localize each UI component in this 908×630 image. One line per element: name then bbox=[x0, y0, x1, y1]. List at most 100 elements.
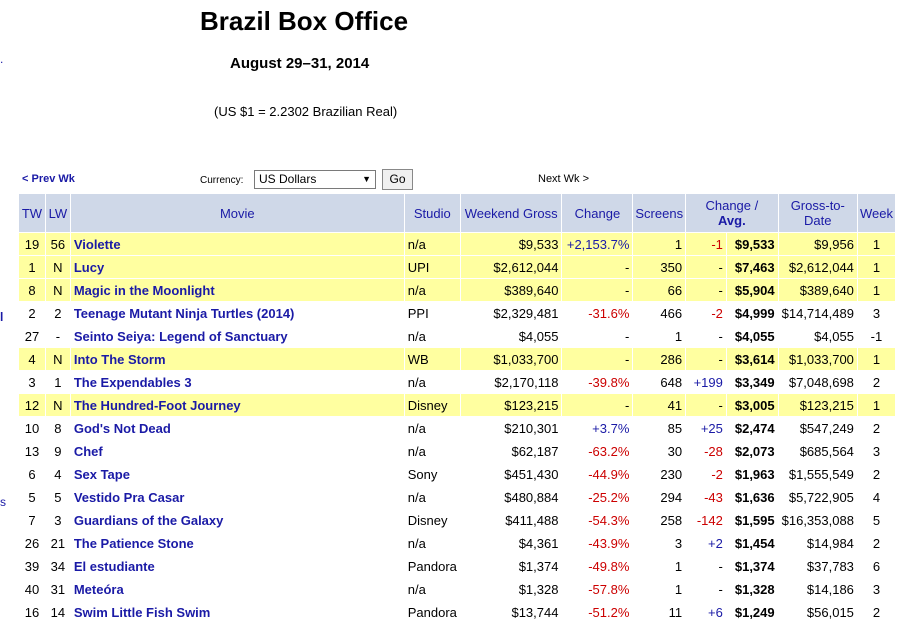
table-row: 39 34 El estudiante Pandora $1,374 -49.8% 1- $1… bbox=[18, 554, 897, 578]
page-dates: August 29–31, 2014 bbox=[230, 55, 370, 72]
header-gross-to-date[interactable]: Gross-to-Date bbox=[777, 193, 858, 233]
header-screens[interactable]: Screens bbox=[632, 193, 687, 233]
cell-gross-to-date: $14,984 bbox=[777, 531, 858, 555]
table-row: 6 4 Sex Tape Sony $451,430 -44.9% 230 -2 $1,963 $… bbox=[18, 462, 897, 486]
movie-link[interactable]: Swim Little Fish Swim bbox=[69, 600, 405, 624]
cell-screen-change: +199 bbox=[685, 370, 727, 394]
movie-link[interactable]: Lucy bbox=[69, 255, 405, 279]
edge-mark-1: . bbox=[0, 52, 4, 66]
table-row: 8 N Magic in the Moonlight n/a $389,640-66- $… bbox=[18, 278, 897, 302]
cell-screen-change: - bbox=[685, 347, 727, 371]
header-studio[interactable]: Studio bbox=[403, 193, 461, 233]
table-row: 10 8 God's Not Dead n/a $210,301 +3.7% 85 +25 $2… bbox=[18, 416, 897, 440]
table-row: 16 14 Swim Little Fish Swim Pandora $13,744-… bbox=[18, 600, 897, 624]
header-tw[interactable]: TW bbox=[18, 193, 46, 233]
cell-weekend-gross: $4,361 bbox=[459, 531, 563, 555]
cell-change: -44.9% bbox=[561, 462, 634, 486]
cell-screens: 648 bbox=[632, 370, 687, 394]
cell-change: - bbox=[561, 255, 634, 279]
movie-link[interactable]: Into The Storm bbox=[69, 347, 405, 371]
cell-lw: 1 bbox=[44, 370, 71, 394]
next-week-link[interactable]: Next Wk > bbox=[538, 173, 590, 185]
table-row: 7 3 Guardians of the Galaxy Disney $411,488-… bbox=[18, 508, 897, 532]
cell-week: 3 bbox=[856, 577, 897, 601]
movie-link[interactable]: Magic in the Moonlight bbox=[69, 278, 405, 302]
cell-lw: - bbox=[44, 324, 71, 348]
edge-mark-3: s bbox=[0, 495, 6, 509]
cell-avg: $1,328 bbox=[725, 577, 779, 601]
movie-link[interactable]: El estudiante bbox=[69, 554, 405, 578]
cell-weekend-gross: $2,612,044 bbox=[459, 255, 563, 279]
cell-change: +2,153.7% bbox=[561, 232, 634, 256]
currency-select-value: US Dollars bbox=[259, 172, 317, 186]
go-button[interactable]: Go bbox=[382, 169, 413, 190]
header-week[interactable]: Week bbox=[856, 193, 897, 233]
cell-screens: 294 bbox=[632, 485, 687, 509]
header-change-avg[interactable]: Change / Avg. bbox=[685, 193, 779, 233]
header-lw[interactable]: LW bbox=[44, 193, 71, 233]
header-change[interactable]: Change bbox=[561, 193, 634, 233]
table-row: 2 2 Teenage Mutant Ninja Turtles (2014) PPI… bbox=[18, 301, 897, 325]
cell-tw: 8 bbox=[18, 278, 46, 302]
cell-weekend-gross: $210,301 bbox=[459, 416, 563, 440]
cell-avg: $3,349 bbox=[725, 370, 779, 394]
movie-link[interactable]: Guardians of the Galaxy bbox=[69, 508, 405, 532]
cell-gross-to-date: $14,186 bbox=[777, 577, 858, 601]
cell-tw: 5 bbox=[18, 485, 46, 509]
cell-studio: n/a bbox=[403, 531, 461, 555]
cell-change: - bbox=[561, 324, 634, 348]
cell-studio: n/a bbox=[403, 232, 461, 256]
cell-gross-to-date: $1,033,700 bbox=[777, 347, 858, 371]
movie-link[interactable]: The Hundred-Foot Journey bbox=[69, 393, 405, 417]
page-title: Brazil Box Office bbox=[200, 6, 409, 36]
movie-link[interactable]: Meteóra bbox=[69, 577, 405, 601]
cell-change: -54.3% bbox=[561, 508, 634, 532]
cell-avg: $2,073 bbox=[725, 439, 779, 463]
movie-link[interactable]: God's Not Dead bbox=[69, 416, 405, 440]
table-row: 27- Seinto Seiya: Legend of Sanctuary n/a $… bbox=[18, 324, 897, 348]
cell-weekend-gross: $123,215 bbox=[459, 393, 563, 417]
cell-lw: 21 bbox=[44, 531, 71, 555]
movie-link[interactable]: Vestido Pra Casar bbox=[69, 485, 405, 509]
cell-studio: Disney bbox=[403, 508, 461, 532]
movie-link[interactable]: Seinto Seiya: Legend of Sanctuary bbox=[69, 324, 405, 348]
cell-gross-to-date: $14,714,489 bbox=[777, 301, 858, 325]
cell-gross-to-date: $16,353,088 bbox=[777, 508, 858, 532]
header-movie[interactable]: Movie bbox=[69, 193, 405, 233]
cell-gross-to-date: $9,956 bbox=[777, 232, 858, 256]
movie-link[interactable]: The Expendables 3 bbox=[69, 370, 405, 394]
cell-lw: 5 bbox=[44, 485, 71, 509]
cell-gross-to-date: $123,215 bbox=[777, 393, 858, 417]
cell-studio: n/a bbox=[403, 485, 461, 509]
cell-weekend-gross: $1,033,700 bbox=[459, 347, 563, 371]
cell-screen-change: -142 bbox=[685, 508, 727, 532]
cell-gross-to-date: $2,612,044 bbox=[777, 255, 858, 279]
cell-avg: $9,533 bbox=[725, 232, 779, 256]
cell-lw: 14 bbox=[44, 600, 71, 624]
cell-week: 1 bbox=[856, 255, 897, 279]
cell-studio: n/a bbox=[403, 278, 461, 302]
cell-studio: Disney bbox=[403, 393, 461, 417]
cell-change: -31.6% bbox=[561, 301, 634, 325]
cell-week: 1 bbox=[856, 232, 897, 256]
cell-tw: 3 bbox=[18, 370, 46, 394]
cell-change: - bbox=[561, 347, 634, 371]
movie-link[interactable]: Teenage Mutant Ninja Turtles (2014) bbox=[69, 301, 405, 325]
cell-screen-change: +25 bbox=[685, 416, 727, 440]
header-weekend-gross[interactable]: Weekend Gross bbox=[459, 193, 563, 233]
cell-lw: 31 bbox=[44, 577, 71, 601]
movie-link[interactable]: Violette bbox=[69, 232, 405, 256]
movie-link[interactable]: Chef bbox=[69, 439, 405, 463]
cell-avg: $1,963 bbox=[725, 462, 779, 486]
prev-week-link[interactable]: < Prev Wk bbox=[22, 173, 75, 185]
movie-link[interactable]: Sex Tape bbox=[69, 462, 405, 486]
cell-lw: 8 bbox=[44, 416, 71, 440]
cell-avg: $4,999 bbox=[725, 301, 779, 325]
cell-lw: N bbox=[44, 347, 71, 371]
cell-screens: 1 bbox=[632, 554, 687, 578]
cell-week: 6 bbox=[856, 554, 897, 578]
currency-select[interactable]: US Dollars ▼ bbox=[254, 170, 376, 189]
movie-link[interactable]: The Patience Stone bbox=[69, 531, 405, 555]
cell-screens: 286 bbox=[632, 347, 687, 371]
cell-weekend-gross: $1,328 bbox=[459, 577, 563, 601]
